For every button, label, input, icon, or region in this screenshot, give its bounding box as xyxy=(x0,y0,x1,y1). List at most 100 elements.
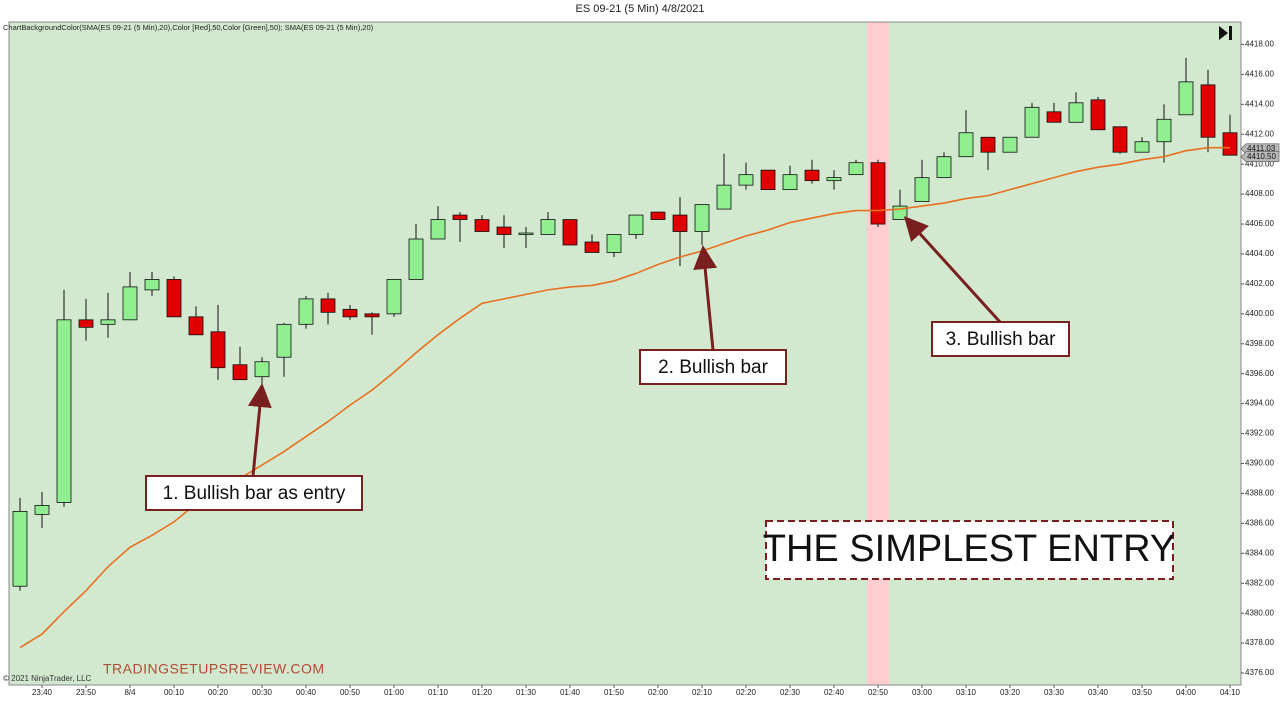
candle-body xyxy=(562,219,578,246)
x-tick-label: 00:10 xyxy=(164,688,185,697)
plot-frame xyxy=(8,21,1242,686)
candle-body xyxy=(1222,132,1238,156)
candle-body xyxy=(716,184,732,210)
x-tick-label: 02:40 xyxy=(824,688,845,697)
annotation-box xyxy=(931,321,1070,357)
x-tick-label: 03:00 xyxy=(912,688,933,697)
x-tick-label: 03:30 xyxy=(1044,688,1065,697)
candle-body xyxy=(1002,136,1018,153)
headline-box xyxy=(765,520,1174,580)
candle-body xyxy=(1200,84,1216,138)
y-tick-label: 4402.00 xyxy=(1245,279,1274,288)
candle-body xyxy=(980,136,996,153)
candle-body xyxy=(958,132,974,158)
candle-body xyxy=(760,169,776,191)
x-tick-label: 02:10 xyxy=(692,688,713,697)
y-tick-label: 4414.00 xyxy=(1245,99,1274,108)
y-tick-label: 4376.00 xyxy=(1245,668,1274,677)
watermark: TRADINGSETUPSREVIEW.COM xyxy=(103,661,325,677)
candle-body xyxy=(210,331,226,369)
candle-body xyxy=(430,219,446,240)
candle-body xyxy=(100,319,116,325)
x-tick-label: 00:20 xyxy=(208,688,229,697)
candle-body xyxy=(936,156,952,179)
x-tick-label: 01:00 xyxy=(384,688,405,697)
x-tick-label: 02:00 xyxy=(648,688,669,697)
x-tick-label: 01:10 xyxy=(428,688,449,697)
y-tick-label: 4378.00 xyxy=(1245,638,1274,647)
price-marker-label: 4411.03 xyxy=(1247,144,1276,153)
chart-title: ES 09-21 (5 Min) 4/8/2021 xyxy=(575,3,704,15)
candle-body xyxy=(122,286,138,321)
x-tick-label: 04:10 xyxy=(1220,688,1241,697)
y-tick-label: 4380.00 xyxy=(1245,608,1274,617)
price-marker xyxy=(1240,151,1280,162)
candle-body xyxy=(364,313,380,318)
annotation-text: 3. Bullish bar xyxy=(946,329,1057,350)
candle-body xyxy=(672,214,688,232)
x-tick-label: 04:00 xyxy=(1176,688,1197,697)
x-tick-label: 8/4 xyxy=(124,688,136,697)
x-tick-label: 01:50 xyxy=(604,688,625,697)
candle-body xyxy=(166,279,182,318)
annotation-text: 1. Bullish bar as entry xyxy=(163,483,346,504)
candle-body xyxy=(694,204,710,232)
candle-body xyxy=(914,177,930,202)
y-tick-label: 4418.00 xyxy=(1245,40,1274,49)
x-tick-label: 03:20 xyxy=(1000,688,1021,697)
candle-body xyxy=(1178,81,1194,116)
candle-body xyxy=(320,298,336,313)
candle-body xyxy=(56,319,72,503)
candle-body xyxy=(496,226,512,235)
x-tick-label: 23:40 xyxy=(32,688,53,697)
candle-body xyxy=(342,308,358,318)
candle-body xyxy=(518,232,534,235)
candle-body xyxy=(738,174,754,186)
price-marker-label: 4410.50 xyxy=(1247,152,1276,161)
annotation-text: 2. Bullish bar xyxy=(658,357,769,378)
annotation-arrow xyxy=(693,245,718,351)
candle-body xyxy=(12,510,28,587)
y-tick-label: 4404.00 xyxy=(1245,249,1274,258)
indicator-label: ChartBackgroundColor(SMA(ES 09-21 (5 Min… xyxy=(3,23,374,32)
x-tick-label: 03:50 xyxy=(1132,688,1153,697)
headline: THE SIMPLEST ENTRY xyxy=(763,528,1175,570)
y-tick-label: 4398.00 xyxy=(1245,339,1274,348)
y-tick-label: 4412.00 xyxy=(1245,129,1274,138)
x-tick-label: 01:30 xyxy=(516,688,537,697)
annotation-box xyxy=(145,475,363,511)
y-tick-label: 4410.00 xyxy=(1245,159,1274,168)
candle-body xyxy=(1112,126,1128,153)
candle-body xyxy=(386,279,402,315)
annotation-arrow xyxy=(247,383,272,477)
candle-body xyxy=(78,319,94,328)
candle-body xyxy=(870,162,886,225)
candle-body xyxy=(298,298,314,325)
candle-body xyxy=(1134,141,1150,153)
x-tick-label: 02:30 xyxy=(780,688,801,697)
candle-body xyxy=(474,219,490,232)
candle-body xyxy=(826,177,842,182)
y-tick-label: 4400.00 xyxy=(1245,309,1274,318)
annotation-box xyxy=(639,349,787,385)
candle-body xyxy=(452,214,468,220)
x-tick-label: 01:40 xyxy=(560,688,581,697)
x-tick-label: 00:50 xyxy=(340,688,361,697)
candle-body xyxy=(1090,99,1106,131)
copyright: © 2021 NinjaTrader, LLC xyxy=(3,674,92,683)
candle-body xyxy=(276,323,292,358)
candle-body xyxy=(628,214,644,235)
x-tick-label: 02:50 xyxy=(868,688,889,697)
candle-body xyxy=(408,238,424,280)
highlight-band xyxy=(867,22,889,685)
candle-body xyxy=(188,316,204,336)
y-tick-label: 4396.00 xyxy=(1245,369,1274,378)
candle-body xyxy=(1024,106,1040,138)
y-tick-label: 4408.00 xyxy=(1245,189,1274,198)
candle-body xyxy=(848,162,864,176)
x-tick-label: 03:40 xyxy=(1088,688,1109,697)
y-tick-label: 4392.00 xyxy=(1245,429,1274,438)
candle-body xyxy=(650,211,666,220)
candle-body xyxy=(34,505,50,515)
